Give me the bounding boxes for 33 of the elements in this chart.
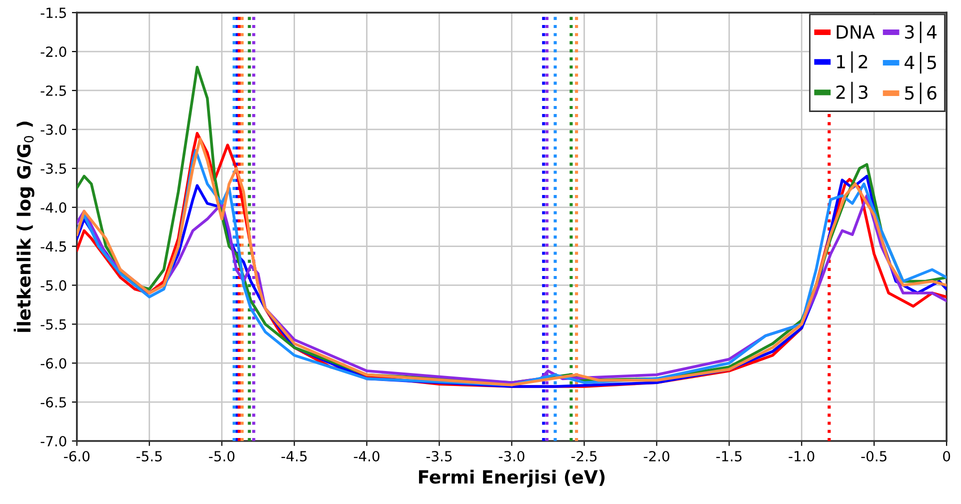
x-tick-label: -3.5 [426, 450, 452, 462]
x-tick-label: -1.0 [788, 450, 814, 462]
y-tick-label: -5.0 [40, 280, 66, 291]
y-axis-title: İletkenlik ( log G/G$_{0}$ ) [14, 122, 34, 332]
x-tick-label: -5.0 [208, 450, 234, 462]
x-axis-title: Fermi Enerjisi (eV) [419, 470, 605, 488]
x-tick-label: -1.5 [716, 451, 742, 462]
y-tick-label: -1.5 [40, 8, 66, 18]
x-tick-label: -3.0 [498, 450, 524, 462]
x-tick-label: -4.0 [354, 450, 380, 462]
y-tick-label: -5.5 [40, 319, 66, 330]
x-tick-label: -2.0 [644, 450, 670, 462]
y-tick-label: -2.0 [40, 46, 66, 58]
x-tick-label: -0.5 [861, 450, 886, 462]
legend-label: 5│6 [905, 82, 936, 104]
legend-label: 1│2 [837, 51, 868, 73]
y-tick-label: -6.5 [40, 397, 66, 408]
y-tick-label: -3.0 [40, 124, 66, 135]
x-tick-label: -5.5 [136, 451, 162, 462]
y-tick-label: -4.0 [40, 202, 66, 213]
y-tick-label: -4.5 [40, 241, 66, 252]
y-tick-label: -7.0 [40, 436, 66, 446]
y-tick-label: -6.0 [40, 358, 66, 369]
x-tick-label: 0 [943, 450, 950, 462]
legend-label: 3│4 [905, 22, 937, 44]
legend-label: DNA [836, 25, 875, 39]
y-tick-label: -3.5 [40, 163, 66, 174]
y-tick-label: -2.5 [40, 85, 66, 96]
legend-label: 2│3 [836, 82, 868, 104]
x-tick-label: -4.5 [281, 451, 307, 462]
legend-label: 4│5 [904, 52, 936, 74]
x-tick-label: -6.0 [64, 450, 90, 462]
x-tick-label: -2.5 [571, 450, 597, 462]
